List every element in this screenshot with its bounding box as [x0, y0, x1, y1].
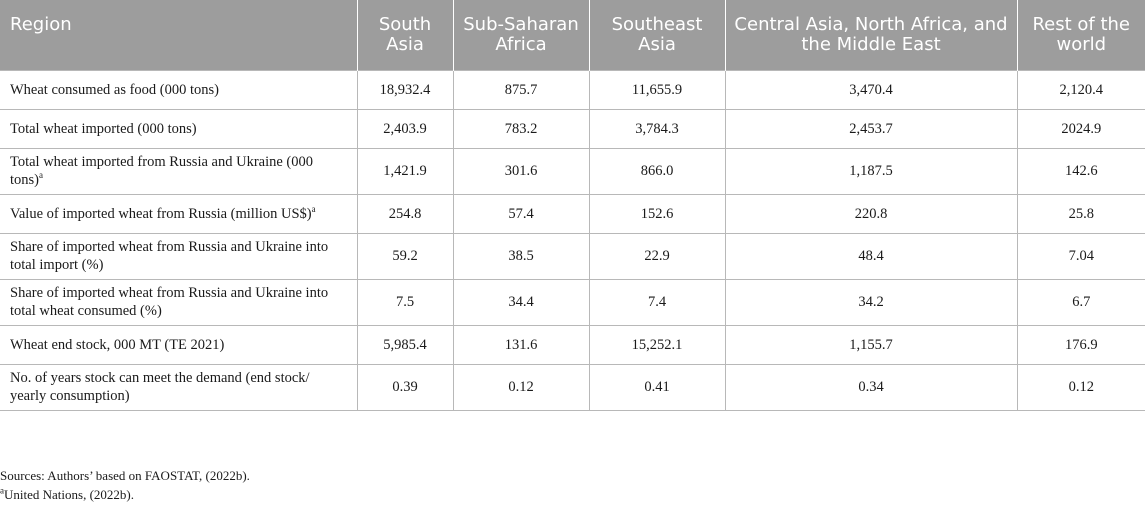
table-row: Wheat end stock, 000 MT (TE 2021) 5,985.4…	[0, 324, 1145, 365]
row-label-text: Wheat consumed as food (000 tons)	[10, 81, 219, 98]
row-label: Share of imported wheat from Russia and …	[0, 232, 358, 280]
table-cell: 25.8	[1016, 193, 1145, 234]
table-cell: 1,187.5	[724, 147, 1018, 195]
row-label-text: No. of years stock can meet the demand (…	[10, 370, 310, 404]
header-central-asia-north-africa-middle-east: Central Asia, North Africa, and the Midd…	[724, 0, 1017, 70]
row-label-text: Share of imported wheat from Russia and …	[10, 285, 329, 319]
table-row: Total wheat imported from Russia and Ukr…	[0, 147, 1145, 195]
header-southeast-asia: Southeast Asia	[588, 0, 725, 70]
table-cell: 2,403.9	[356, 108, 454, 149]
table-cell: 152.6	[588, 193, 726, 234]
row-label-text: Share of imported wheat from Russia and …	[10, 239, 329, 273]
table-cell: 783.2	[452, 108, 590, 149]
table-cell: 875.7	[452, 69, 590, 110]
table-cell: 176.9	[1016, 324, 1145, 365]
row-label-footnote-marker: a	[39, 170, 43, 181]
table-cell: 1,421.9	[356, 147, 454, 195]
row-label: Total wheat imported from Russia and Ukr…	[0, 147, 358, 195]
row-label: Wheat consumed as food (000 tons)	[0, 69, 358, 110]
table-cell: 34.4	[452, 278, 590, 326]
header-region: Region	[0, 0, 357, 70]
table-cell: 0.41	[588, 363, 726, 411]
row-label: No. of years stock can meet the demand (…	[0, 363, 358, 411]
row-label: Total wheat imported (000 tons)	[0, 108, 358, 149]
table-cell: 38.5	[452, 232, 590, 280]
table-cell: 220.8	[724, 193, 1018, 234]
row-label-text: Wheat end stock, 000 MT (TE 2021)	[10, 336, 225, 353]
table-row: Total wheat imported (000 tons) 2,403.9 78…	[0, 108, 1145, 149]
table-cell: 7.04	[1016, 232, 1145, 280]
table-cell: 2024.9	[1016, 108, 1145, 149]
table-cell: 3,470.4	[724, 69, 1018, 110]
table-cell: 1,155.7	[724, 324, 1018, 365]
table-cell: 59.2	[356, 232, 454, 280]
table-cell: 11,655.9	[588, 69, 726, 110]
row-label-footnote-marker: a	[311, 203, 316, 214]
table-notes: Sources: Authors’ based on FAOSTAT, (202…	[0, 466, 250, 504]
footnote-text: United Nations, (2022b).	[4, 487, 134, 502]
table-cell: 57.4	[452, 193, 590, 234]
table-cell: 0.39	[356, 363, 454, 411]
data-table: Region South Asia Sub-Saharan Africa Sou…	[0, 0, 1145, 411]
table-row: Share of imported wheat from Russia and …	[0, 278, 1145, 326]
table-cell: 142.6	[1016, 147, 1145, 195]
table-cell: 34.2	[724, 278, 1018, 326]
row-label: Value of imported wheat from Russia (mil…	[0, 193, 358, 234]
footnote: aUnited Nations, (2022b).	[0, 485, 250, 504]
header-sub-saharan-africa: Sub-Saharan Africa	[452, 0, 589, 70]
table-cell: 0.12	[1016, 363, 1145, 411]
table-row: Share of imported wheat from Russia and …	[0, 232, 1145, 280]
table-cell: 131.6	[452, 324, 590, 365]
header-south-asia: South Asia	[356, 0, 453, 70]
row-label-text: Value of imported wheat from Russia (mil…	[10, 205, 312, 222]
row-label: Wheat end stock, 000 MT (TE 2021)	[0, 324, 358, 365]
sources-note: Sources: Authors’ based on FAOSTAT, (202…	[0, 468, 250, 483]
table-cell: 254.8	[356, 193, 454, 234]
footnote-marker: a	[0, 485, 4, 496]
table-cell: 2,120.4	[1016, 69, 1145, 110]
table-cell: 2,453.7	[724, 108, 1018, 149]
table-row: Wheat consumed as food (000 tons) 18,932.…	[0, 69, 1145, 110]
table-cell: 866.0	[588, 147, 726, 195]
table-cell: 15,252.1	[588, 324, 726, 365]
table-cell: 0.12	[452, 363, 590, 411]
row-label: Share of imported wheat from Russia and …	[0, 278, 358, 326]
table-row: Value of imported wheat from Russia (mil…	[0, 193, 1145, 234]
table-cell: 22.9	[588, 232, 726, 280]
table-cell: 7.4	[588, 278, 726, 326]
header-rest-of-world: Rest of the world	[1016, 0, 1145, 70]
table-cell: 48.4	[724, 232, 1018, 280]
table-cell: 7.5	[356, 278, 454, 326]
header-row: Region South Asia Sub-Saharan Africa Sou…	[0, 0, 1145, 70]
row-label-text: Total wheat imported from Russia and Ukr…	[10, 154, 314, 188]
table-row: No. of years stock can meet the demand (…	[0, 363, 1145, 411]
table-cell: 5,985.4	[356, 324, 454, 365]
table-cell: 3,784.3	[588, 108, 726, 149]
table-cell: 18,932.4	[356, 69, 454, 110]
table-cell: 301.6	[452, 147, 590, 195]
table-cell: 6.7	[1016, 278, 1145, 326]
row-label-text: Total wheat imported (000 tons)	[10, 120, 197, 137]
table-cell: 0.34	[724, 363, 1018, 411]
